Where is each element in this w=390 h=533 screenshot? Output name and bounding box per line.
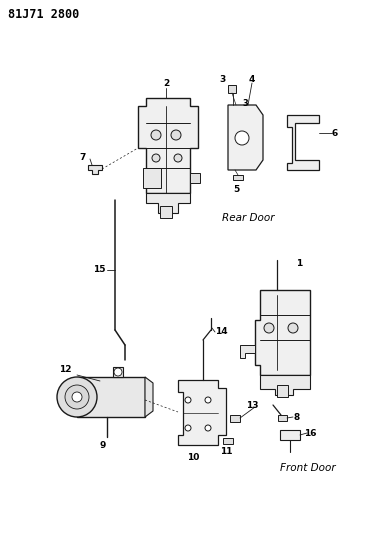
Text: 5: 5 — [233, 185, 239, 195]
Circle shape — [152, 154, 160, 162]
Text: 4: 4 — [249, 76, 255, 85]
Polygon shape — [190, 173, 200, 183]
Circle shape — [288, 323, 298, 333]
Circle shape — [72, 392, 82, 402]
Text: 1: 1 — [296, 260, 302, 269]
Polygon shape — [228, 85, 236, 93]
Polygon shape — [278, 415, 287, 421]
Polygon shape — [113, 367, 123, 377]
Circle shape — [57, 377, 97, 417]
Text: 15: 15 — [93, 265, 105, 274]
Circle shape — [151, 130, 161, 140]
Text: 12: 12 — [59, 366, 71, 375]
Circle shape — [171, 130, 181, 140]
Text: 81J71 2800: 81J71 2800 — [8, 9, 79, 21]
Text: Front Door: Front Door — [280, 463, 336, 473]
Polygon shape — [146, 193, 190, 213]
Polygon shape — [230, 415, 240, 422]
Text: 7: 7 — [80, 152, 86, 161]
Polygon shape — [160, 206, 172, 218]
Circle shape — [185, 397, 191, 403]
Text: 6: 6 — [332, 128, 338, 138]
Text: 2: 2 — [163, 79, 169, 88]
Polygon shape — [223, 438, 233, 444]
Circle shape — [235, 131, 249, 145]
Polygon shape — [143, 168, 161, 188]
Text: 14: 14 — [215, 327, 227, 336]
Polygon shape — [138, 98, 198, 193]
Polygon shape — [77, 377, 145, 417]
Text: 13: 13 — [246, 400, 258, 409]
Polygon shape — [260, 375, 310, 395]
Text: 3: 3 — [242, 99, 248, 108]
Text: 11: 11 — [220, 448, 232, 456]
Polygon shape — [255, 290, 310, 375]
Polygon shape — [240, 345, 255, 358]
Polygon shape — [178, 380, 226, 445]
Text: 16: 16 — [304, 429, 316, 438]
Text: Rear Door: Rear Door — [222, 213, 274, 223]
Polygon shape — [145, 377, 153, 417]
Polygon shape — [228, 105, 263, 170]
Polygon shape — [280, 430, 300, 440]
Circle shape — [174, 154, 182, 162]
Circle shape — [264, 323, 274, 333]
Polygon shape — [277, 385, 288, 397]
Circle shape — [65, 385, 89, 409]
Text: 10: 10 — [187, 454, 199, 463]
Polygon shape — [233, 175, 243, 180]
Text: 3: 3 — [220, 76, 226, 85]
Text: 8: 8 — [294, 413, 300, 422]
Circle shape — [185, 425, 191, 431]
Text: 9: 9 — [100, 440, 106, 449]
Circle shape — [205, 397, 211, 403]
Circle shape — [205, 425, 211, 431]
Circle shape — [114, 368, 122, 376]
Polygon shape — [88, 165, 102, 174]
Polygon shape — [287, 115, 319, 170]
